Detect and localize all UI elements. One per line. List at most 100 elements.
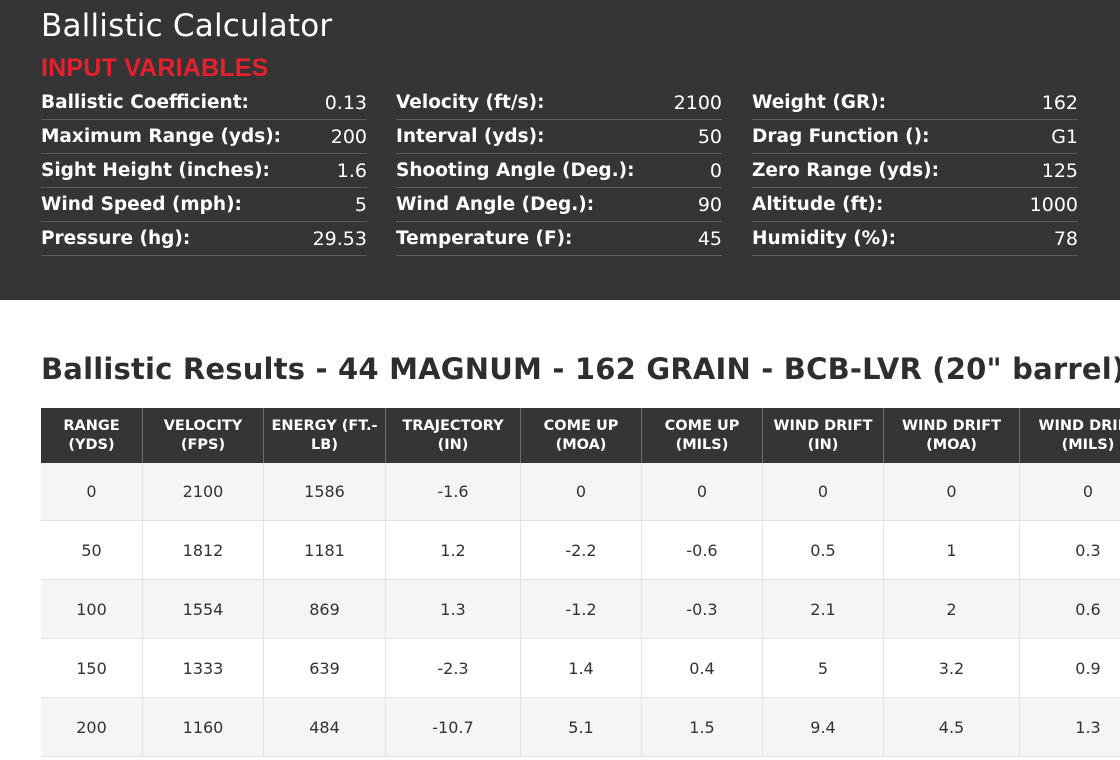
input-row-temperature: Temperature (F): 45 [396, 222, 722, 256]
table-cell: 2100 [142, 463, 264, 521]
column-header-come-up-moa: COME UP (MOA) [520, 408, 642, 463]
input-value[interactable]: 50 [697, 126, 722, 148]
table-cell: 2 [883, 579, 1020, 639]
input-value[interactable]: 125 [1041, 160, 1078, 182]
table-cell: 200 [41, 697, 143, 757]
table-cell: 0.5 [762, 520, 884, 580]
input-label: Pressure (hg): [41, 228, 191, 249]
table-cell: 639 [263, 638, 386, 698]
input-row-wind-angle: Wind Angle (Deg.): 90 [396, 188, 722, 222]
input-value[interactable]: 90 [697, 194, 722, 216]
table-cell: 1181 [263, 520, 386, 580]
input-value[interactable]: 45 [697, 228, 722, 250]
table-cell: 0 [41, 463, 143, 521]
table-cell: -2.3 [385, 638, 521, 698]
input-value[interactable]: 78 [1053, 228, 1078, 250]
table-cell: 0 [762, 463, 884, 521]
table-cell: 1.3 [1019, 697, 1120, 757]
input-value[interactable]: 1000 [1029, 194, 1078, 216]
input-row-pressure: Pressure (hg): 29.53 [41, 222, 367, 256]
input-column-1: Ballistic Coefficient: 0.13 Maximum Rang… [41, 86, 367, 256]
input-label: Shooting Angle (Deg.): [396, 160, 635, 181]
input-row-zero-range: Zero Range (yds): 125 [752, 154, 1078, 188]
input-label: Wind Speed (mph): [41, 194, 242, 215]
table-cell: 0.4 [641, 638, 763, 698]
input-row-wind-speed: Wind Speed (mph): 5 [41, 188, 367, 222]
table-cell: 0 [520, 463, 642, 521]
input-variables-heading: INPUT VARIABLES [41, 54, 269, 82]
input-label: Interval (yds): [396, 126, 545, 147]
table-cell: 1 [883, 520, 1020, 580]
results-title: Ballistic Results - 44 MAGNUM - 162 GRAI… [41, 352, 1120, 386]
input-value[interactable]: 5 [354, 194, 367, 216]
input-label: Weight (GR): [752, 92, 887, 113]
table-row: 100 1554 869 1.3 -1.2 -0.3 2.1 2 0.6 [41, 579, 1120, 639]
input-value[interactable]: 0 [709, 160, 722, 182]
column-header-wind-drift-in: WIND DRIFT (IN) [762, 408, 884, 463]
column-header-energy: ENERGY (FT.- LB) [263, 408, 386, 463]
column-header-wind-drift-moa: WIND DRIFT (MOA) [883, 408, 1020, 463]
input-value[interactable]: 162 [1041, 92, 1078, 114]
table-cell: 1.4 [520, 638, 642, 698]
table-cell: -1.6 [385, 463, 521, 521]
table-cell: 9.4 [762, 697, 884, 757]
table-cell: -0.6 [641, 520, 763, 580]
input-value[interactable]: 1.6 [336, 160, 367, 182]
input-value[interactable]: 29.53 [312, 228, 367, 250]
input-label: Velocity (ft/s): [396, 92, 545, 113]
table-row: 0 2100 1586 -1.6 0 0 0 0 0 [41, 463, 1120, 521]
input-row-humidity: Humidity (%): 78 [752, 222, 1078, 256]
column-header-trajectory: TRAJECTORY (IN) [385, 408, 521, 463]
input-row-velocity: Velocity (ft/s): 2100 [396, 86, 722, 120]
input-value[interactable]: 200 [330, 126, 367, 148]
table-cell: 1586 [263, 463, 386, 521]
table-cell: 1333 [142, 638, 264, 698]
input-label: Temperature (F): [396, 228, 573, 249]
input-label: Wind Angle (Deg.): [396, 194, 595, 215]
table-cell: 0 [883, 463, 1020, 521]
input-row-interval: Interval (yds): 50 [396, 120, 722, 154]
input-value[interactable]: 0.13 [324, 92, 367, 114]
input-row-maximum-range: Maximum Range (yds): 200 [41, 120, 367, 154]
table-cell: 0.9 [1019, 638, 1120, 698]
results-table: RANGE (YDS) VELOCITY (FPS) ENERGY (FT.- LB)… [41, 408, 1120, 757]
input-row-altitude: Altitude (ft): 1000 [752, 188, 1078, 222]
table-cell: 150 [41, 638, 143, 698]
table-cell: -1.2 [520, 579, 642, 639]
input-label: Altitude (ft): [752, 194, 884, 215]
table-cell: -10.7 [385, 697, 521, 757]
table-header-row: RANGE (YDS) VELOCITY (FPS) ENERGY (FT.- LB)… [41, 408, 1120, 463]
table-row: 150 1333 639 -2.3 1.4 0.4 5 3.2 0.9 [41, 638, 1120, 698]
table-cell: 2.1 [762, 579, 884, 639]
table-row: 50 1812 1181 1.2 -2.2 -0.6 0.5 1 0.3 [41, 520, 1120, 580]
column-header-wind-drift-mils: WIND DRIFT(MILS) [1019, 408, 1120, 463]
table-cell: 0 [641, 463, 763, 521]
column-header-velocity: VELOCITY (FPS) [142, 408, 264, 463]
input-label: Ballistic Coefficient: [41, 92, 249, 113]
table-cell: 869 [263, 579, 386, 639]
input-value[interactable]: 2100 [673, 92, 722, 114]
input-value[interactable]: G1 [1051, 126, 1078, 148]
table-cell: 50 [41, 520, 143, 580]
input-row-shooting-angle: Shooting Angle (Deg.): 0 [396, 154, 722, 188]
table-cell: 5 [762, 638, 884, 698]
input-label: Zero Range (yds): [752, 160, 939, 181]
column-header-range: RANGE (YDS) [41, 408, 143, 463]
table-cell: 1.5 [641, 697, 763, 757]
table-cell: 3.2 [883, 638, 1020, 698]
table-cell: 1160 [142, 697, 264, 757]
column-header-come-up-mils: COME UP (MILS) [641, 408, 763, 463]
input-label: Maximum Range (yds): [41, 126, 282, 147]
input-row-weight: Weight (GR): 162 [752, 86, 1078, 120]
input-label: Drag Function (): [752, 126, 930, 147]
input-column-2: Velocity (ft/s): 2100 Interval (yds): 50… [396, 86, 722, 256]
page-title: Ballistic Calculator [41, 8, 333, 44]
input-row-sight-height: Sight Height (inches): 1.6 [41, 154, 367, 188]
input-row-drag-function: Drag Function (): G1 [752, 120, 1078, 154]
input-column-3: Weight (GR): 162 Drag Function (): G1 Ze… [752, 86, 1078, 256]
table-cell: 0.6 [1019, 579, 1120, 639]
table-cell: 4.5 [883, 697, 1020, 757]
input-row-ballistic-coefficient: Ballistic Coefficient: 0.13 [41, 86, 367, 120]
table-cell: -0.3 [641, 579, 763, 639]
table-cell: 0 [1019, 463, 1120, 521]
